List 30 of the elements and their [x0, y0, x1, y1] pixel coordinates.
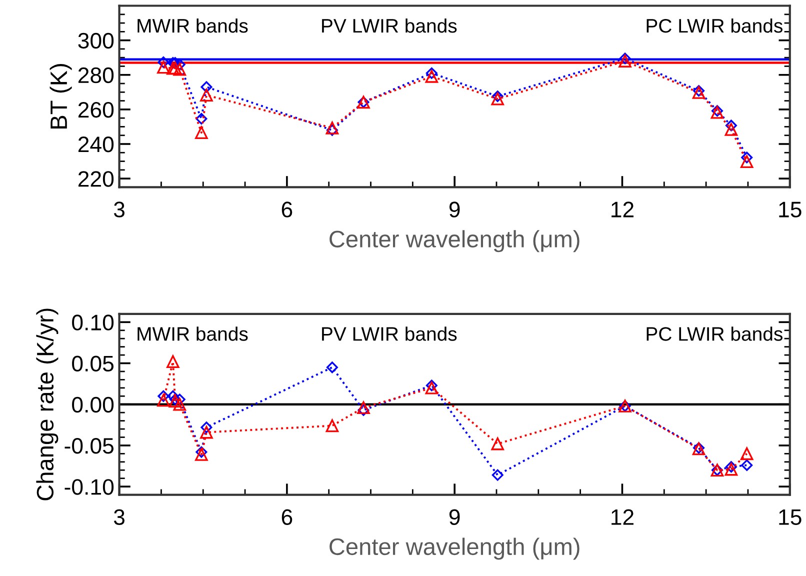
y-tick-label: -0.10 [64, 479, 114, 495]
y-tick-label: 240 [78, 136, 114, 152]
x-tick-label: 6 [282, 509, 292, 525]
y-tick-label: 260 [78, 102, 114, 118]
x-tick-label: 3 [114, 202, 124, 218]
y-tick-label: 0.10 [72, 314, 114, 330]
annotation: PV LWIR bands [322, 18, 457, 33]
x-axis-title: Center wavelength (μm) [330, 230, 580, 252]
x-tick-label: 9 [449, 202, 460, 218]
y-tick-label: 220 [78, 171, 114, 187]
x-tick-label: 9 [449, 509, 460, 525]
annotation: PC LWIR bands [646, 18, 782, 33]
annotation: PV LWIR bands [322, 326, 457, 341]
y-tick-label: 0.00 [72, 396, 114, 413]
annotation: PC LWIR bands [646, 326, 782, 341]
y-tick-label: -0.05 [64, 438, 114, 454]
annotation: MWIR bands [138, 18, 248, 33]
x-tick-label: 12 [612, 509, 634, 525]
y-tick-label: 0.05 [72, 356, 114, 372]
x-tick-label: 15 [779, 509, 802, 525]
y-axis-title: Change rate (K/yr) [36, 308, 58, 500]
y-axis-title: BT (K) [50, 64, 72, 128]
y-tick-label: 280 [78, 67, 114, 84]
x-tick-label: 15 [779, 202, 802, 218]
annotation: MWIR bands [138, 326, 248, 341]
x-tick-label: 12 [612, 202, 634, 218]
x-tick-label: 3 [114, 509, 124, 525]
y-tick-label: 300 [78, 32, 114, 49]
x-axis-title: Center wavelength (μm) [330, 538, 580, 560]
x-tick-label: 6 [282, 202, 292, 218]
